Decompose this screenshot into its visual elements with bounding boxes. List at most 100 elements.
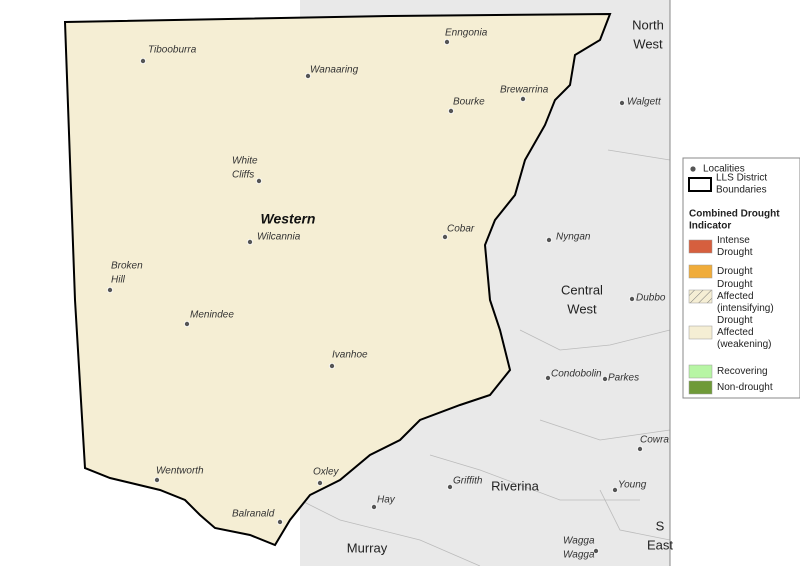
label-line: Oxley xyxy=(313,467,340,478)
locality: Wilcannia xyxy=(246,232,301,245)
region-label: Riverina xyxy=(491,478,539,493)
label-line: East xyxy=(647,537,673,552)
region-label: Murray xyxy=(347,540,388,555)
locality: Brewarrina xyxy=(500,85,549,103)
label-line: Riverina xyxy=(491,478,539,493)
label-line: Hill xyxy=(111,275,126,286)
locality-dot xyxy=(593,548,600,555)
legend-label: Affected xyxy=(717,291,754,302)
legend-swatch xyxy=(688,380,713,395)
locality: Oxley xyxy=(313,467,340,486)
locality: Walgett xyxy=(619,97,662,108)
legend-swatch xyxy=(688,264,713,279)
legend-swatch xyxy=(688,325,713,340)
label-line: Ivanhoe xyxy=(332,350,368,361)
label-line: Murray xyxy=(347,540,388,555)
locality-dot xyxy=(546,236,553,243)
locality: Young xyxy=(612,480,647,493)
label-line: Broken xyxy=(111,261,143,272)
legend-label: Non-drought xyxy=(717,382,773,393)
legend-label: (intensifying) xyxy=(717,303,774,314)
region-label: Central West xyxy=(561,282,603,316)
label-line: West xyxy=(567,301,597,316)
label-line: Balranald xyxy=(232,509,275,520)
locality-dot xyxy=(443,39,450,46)
label-line: Tibooburra xyxy=(148,45,197,56)
locality-dot xyxy=(612,486,619,493)
legend-label: Localities xyxy=(703,164,745,175)
legend-label: (weakening) xyxy=(717,339,771,350)
places: Tibooburra Enngonia Wanaaring Brewarrina Bou… xyxy=(107,17,673,561)
locality: White Cliffs xyxy=(232,156,262,184)
locality-dot xyxy=(328,362,335,369)
label-line: Western xyxy=(261,211,316,227)
legend-heading: Combined Drought xyxy=(689,209,780,220)
region-label: S East xyxy=(647,518,673,552)
locality-dot xyxy=(246,238,253,245)
locality-dot xyxy=(637,445,644,452)
locality: Broken Hill xyxy=(107,261,143,293)
locality: Enngonia xyxy=(443,28,488,46)
locality-dot xyxy=(520,96,527,103)
label-line: Bourke xyxy=(453,97,485,108)
locality: Nyngan xyxy=(546,232,591,243)
locality: Griffith xyxy=(446,476,483,490)
label-line: Hay xyxy=(377,495,396,506)
locality-dot xyxy=(255,177,262,184)
label-line: Cobar xyxy=(447,224,475,235)
legend-label: Boundaries xyxy=(716,185,767,196)
legend-swatch xyxy=(688,364,713,379)
locality: Tibooburra xyxy=(139,45,197,65)
label-line: Parkes xyxy=(608,373,639,384)
locality-dot xyxy=(316,479,323,486)
legend-label: Drought xyxy=(717,247,753,258)
locality-dot xyxy=(447,108,454,115)
district-boundaries xyxy=(299,149,671,566)
region-label: North West xyxy=(632,17,664,51)
legend-heading: Indicator xyxy=(689,221,731,232)
legend-label: Drought xyxy=(717,266,753,277)
label-line: North xyxy=(632,17,664,32)
label-line: Wagga xyxy=(563,550,595,561)
locality: Hay xyxy=(370,495,396,510)
locality-dot xyxy=(183,320,190,327)
locality-dot xyxy=(139,58,146,65)
label-line: Walgett xyxy=(627,97,662,108)
label-line: Cowra xyxy=(640,435,669,446)
label-line: Dubbo xyxy=(636,293,666,304)
locality: Condobolin xyxy=(545,369,602,381)
label-line: Wanaaring xyxy=(310,65,359,76)
locality-dot xyxy=(276,519,283,526)
locality: Parkes xyxy=(602,373,639,384)
legend-label: Drought xyxy=(717,279,753,290)
locality-dot xyxy=(446,483,453,490)
label-line: Wentworth xyxy=(156,466,204,477)
label-line: Young xyxy=(618,480,647,491)
label-line: White xyxy=(232,156,258,167)
locality: Cowra xyxy=(637,435,669,452)
label-line: S xyxy=(656,518,665,533)
locality-dot xyxy=(304,73,311,80)
legend-label: Affected xyxy=(717,327,754,338)
legend-dot xyxy=(690,166,696,172)
label-line: Nyngan xyxy=(556,232,591,243)
locality: Wanaaring xyxy=(304,65,359,80)
locality-dot xyxy=(370,503,377,510)
legend-swatch xyxy=(688,239,713,254)
label-line: Wilcannia xyxy=(257,232,301,243)
legend-label: LLS District xyxy=(716,173,767,184)
label-line: Wagga xyxy=(563,536,595,547)
legend-label: Drought xyxy=(717,315,753,326)
locality: Wentworth xyxy=(153,466,204,483)
locality: Menindee xyxy=(183,310,234,327)
locality-dot xyxy=(602,375,609,382)
legend-label: Recovering xyxy=(717,366,768,377)
legend-swatch xyxy=(688,289,713,304)
label-line: Central xyxy=(561,282,603,297)
label-line: Menindee xyxy=(190,310,234,321)
label-line: Enngonia xyxy=(445,28,488,39)
locality: Bourke xyxy=(447,97,485,115)
legend-boundary-swatch xyxy=(688,177,712,192)
